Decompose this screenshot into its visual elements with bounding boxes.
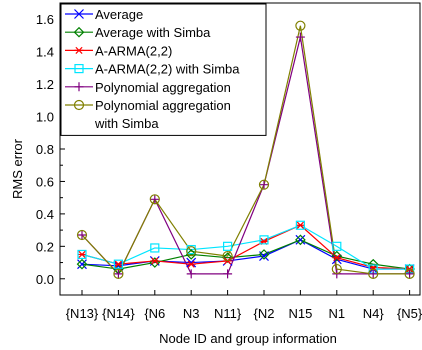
data-point xyxy=(149,194,160,205)
x-axis-ticks: {N13} {N14} {N6 N3 N11} {N2 N15 N1 N4} {N5} xyxy=(66,290,422,321)
data-point xyxy=(77,250,87,259)
series-line xyxy=(81,239,410,270)
data-point xyxy=(259,235,269,245)
data-point xyxy=(113,260,124,271)
legend: Average Average with Simba A-ARMA(2,2) A-AR… xyxy=(60,3,267,136)
series-lines xyxy=(81,25,410,275)
data-point xyxy=(331,263,342,275)
data-point xyxy=(150,243,160,253)
data-point xyxy=(332,254,342,262)
data-point xyxy=(186,257,197,268)
legend-swatch-marker xyxy=(74,46,84,54)
data-point xyxy=(258,249,270,260)
data-point xyxy=(368,268,379,280)
x-tick-label: {N6 xyxy=(144,306,165,321)
x-tick-label: {N13} xyxy=(66,306,99,321)
data-point xyxy=(113,269,123,279)
data-point xyxy=(150,194,160,204)
data-point xyxy=(113,259,124,269)
series-line xyxy=(81,224,410,270)
data-point xyxy=(295,220,305,230)
x-tick-label: N1 xyxy=(328,306,345,321)
x-tick-label: {N5} xyxy=(397,306,422,321)
data-point xyxy=(331,254,342,265)
data-point xyxy=(405,269,415,279)
series-line xyxy=(81,239,410,270)
legend-label: with Simba xyxy=(94,116,159,131)
data-point xyxy=(76,229,88,241)
data-point xyxy=(185,249,197,260)
series-line xyxy=(81,224,410,270)
data-point xyxy=(223,241,233,251)
x-tick-label: N3 xyxy=(183,306,200,321)
data-point xyxy=(332,241,342,251)
data-point xyxy=(295,221,305,229)
y-axis-ticks: 0.0 0.2 0.4 0.6 0.8 1.0 1.2 1.4 1.6 xyxy=(36,12,65,287)
data-point xyxy=(295,234,306,245)
y-tick-label: 0.8 xyxy=(36,142,54,157)
y-tick-label: 1.4 xyxy=(36,45,54,60)
legend-label: Polynomial aggregation xyxy=(95,80,231,95)
data-point xyxy=(295,20,306,31)
data-point xyxy=(404,268,415,280)
data-point xyxy=(150,257,160,265)
data-point xyxy=(76,258,88,270)
y-tick-label: 1.2 xyxy=(36,77,54,92)
data-point xyxy=(367,258,379,270)
legend-swatch-marker xyxy=(73,99,85,111)
data-point xyxy=(113,268,124,280)
data-point xyxy=(295,234,306,246)
data-point xyxy=(259,180,269,190)
data-point xyxy=(295,32,305,42)
y-tick-label: 0.0 xyxy=(36,272,54,287)
series-markers xyxy=(76,20,415,280)
series-line xyxy=(81,25,410,275)
data-point xyxy=(186,269,196,279)
legend-label: Polynomial aggregation xyxy=(95,98,231,113)
data-point xyxy=(77,249,87,260)
x-axis-label: Node ID and group information xyxy=(159,331,337,346)
data-point xyxy=(368,269,378,279)
y-tick-label: 1.6 xyxy=(36,12,54,27)
x-tick-label: N11} xyxy=(214,306,242,321)
plot-frame xyxy=(59,2,421,296)
legend-swatch-marker xyxy=(74,63,84,74)
legend-swatch-marker xyxy=(73,26,85,38)
legend-label: A-ARMA(2,2) with Simba xyxy=(95,62,240,77)
x-tick-label: {N14} xyxy=(102,306,135,321)
y-tick-label: 0.2 xyxy=(36,239,54,254)
legend-swatch-marker xyxy=(74,9,84,19)
legend-label: A-ARMA(2,2) xyxy=(95,43,172,58)
data-point xyxy=(258,179,270,190)
y-tick-label: 1.0 xyxy=(36,110,54,125)
legend-swatch-marker xyxy=(74,82,84,92)
legend-label: Average xyxy=(95,7,143,22)
data-point xyxy=(222,252,233,264)
data-point xyxy=(223,269,233,279)
legend-label: Average with Simba xyxy=(95,25,211,40)
data-point xyxy=(186,246,197,257)
data-point xyxy=(77,230,87,240)
y-axis-label: RMS error xyxy=(10,138,25,199)
data-point xyxy=(113,260,123,268)
data-point xyxy=(222,250,233,262)
y-tick-label: 0.4 xyxy=(36,207,54,222)
y-tick-label: 0.6 xyxy=(36,174,54,189)
legend-box xyxy=(60,3,267,136)
data-point xyxy=(186,260,196,268)
data-point xyxy=(77,259,87,270)
x-tick-label: N4} xyxy=(363,306,385,321)
x-tick-label: N15 xyxy=(288,306,312,321)
x-tick-label: {N2 xyxy=(254,306,275,321)
